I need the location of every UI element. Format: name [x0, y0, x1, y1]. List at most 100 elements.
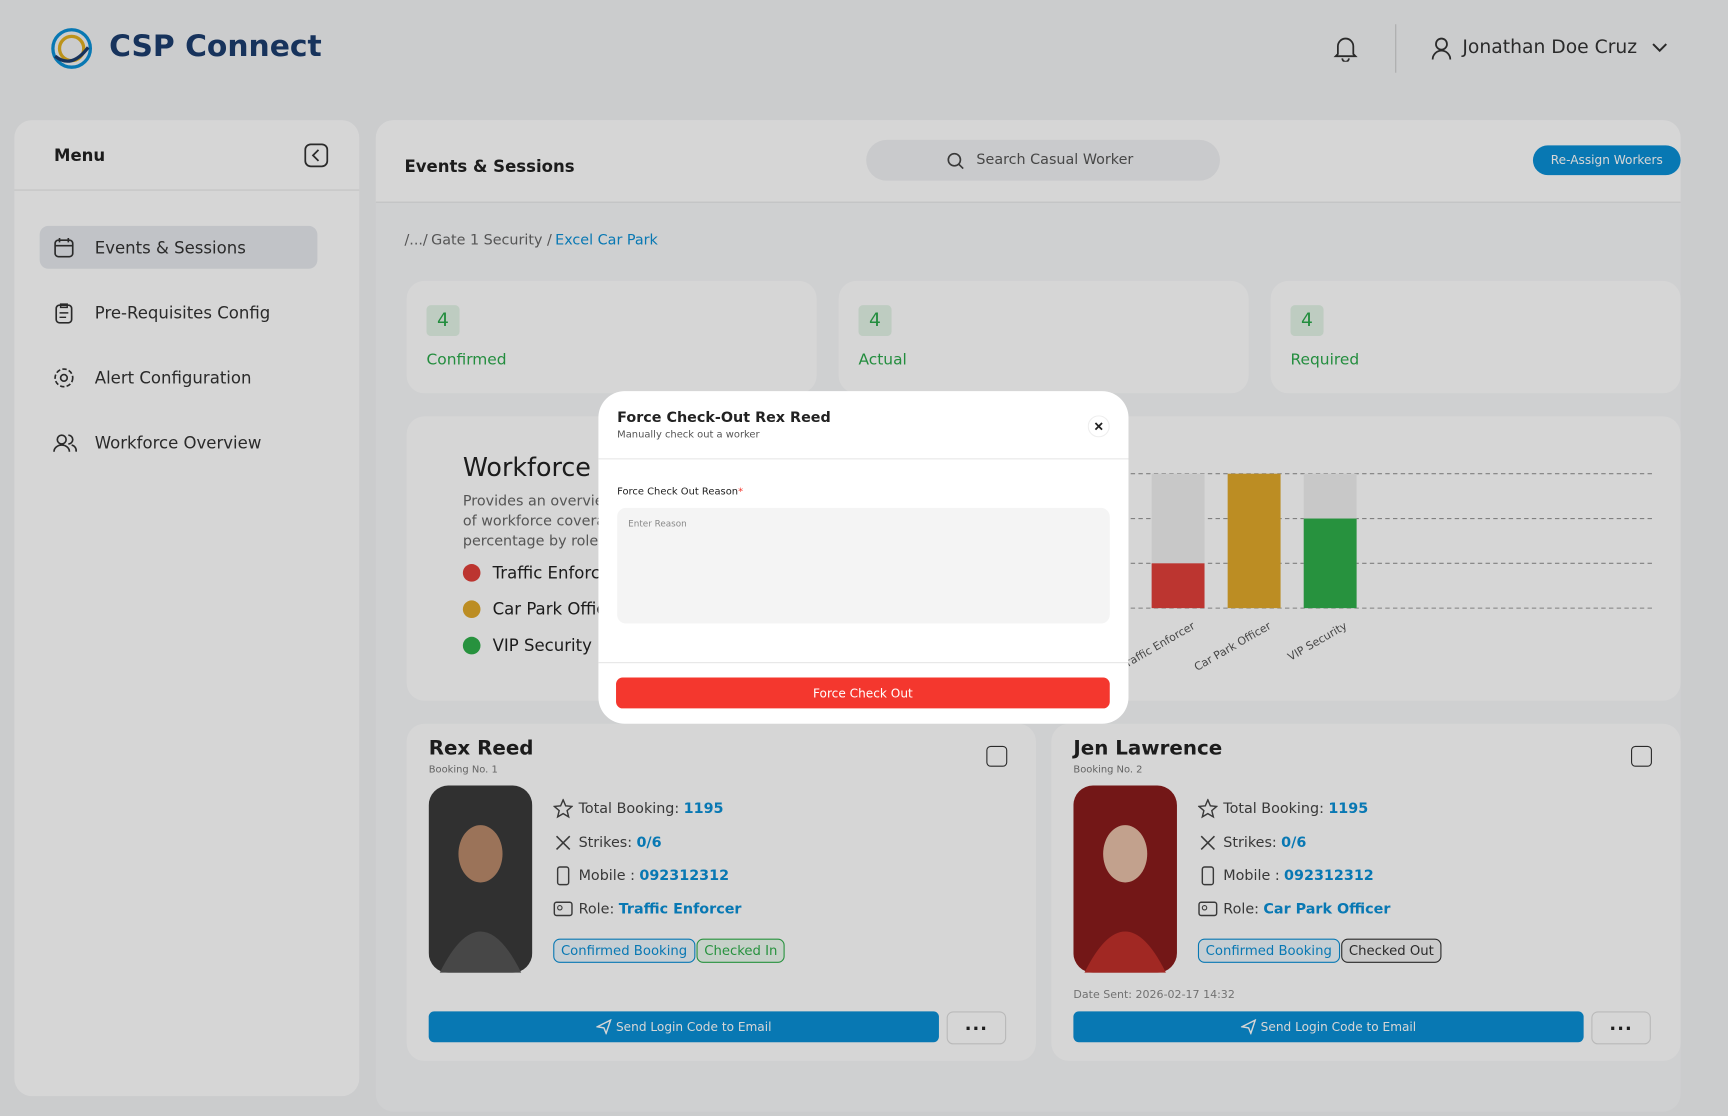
phone-icon [1201, 866, 1215, 886]
divider [598, 458, 1129, 460]
modal: Force Check-Out Rex Reed Manually check … [598, 391, 1129, 724]
strikes-row: Strikes: 0/6 [1198, 833, 1306, 853]
send-button-label: Send Login Code to Email [1260, 1019, 1417, 1034]
row-value: 092312312 [1284, 867, 1374, 885]
modal-title: Force Check-Out Rex Reed [617, 409, 831, 427]
panel-title: Events & Sessions [404, 156, 575, 177]
logo [51, 28, 93, 69]
menu-item-label: Pre-Requisites Config [94, 302, 271, 323]
phone-icon [556, 866, 570, 886]
x-icon [555, 835, 571, 850]
role-row: Role: Traffic Enforcer [553, 899, 741, 919]
total-booking-row: Total Booking: 1195 [553, 798, 724, 819]
stat-label: Confirmed [426, 351, 507, 370]
people-icon [53, 433, 77, 452]
star-icon [553, 798, 574, 819]
search-box[interactable]: Search Casual Worker [866, 139, 1220, 181]
bar [1303, 518, 1357, 609]
reassign-button[interactable]: Re-Assign Workers [1532, 145, 1681, 176]
total-booking-row: Total Booking: 1195 [1197, 798, 1369, 819]
legend-item: Car Park Officer [462, 599, 622, 619]
force-check-out-button[interactable]: Force Check Out [616, 677, 1110, 709]
worker-photo [1073, 785, 1177, 973]
row-label: Total Booking: [578, 800, 680, 817]
search-icon [947, 152, 964, 170]
send-login-code-button[interactable]: Send Login Code to Email [1073, 1011, 1584, 1043]
row-label: Total Booking: [1223, 800, 1324, 817]
notifications-button[interactable] [1333, 35, 1358, 62]
row-label: Mobile : [1223, 867, 1280, 885]
worker-name: Jen Lawrence [1073, 737, 1223, 761]
row-value: 1195 [683, 800, 724, 817]
brand: CSP Connect [109, 29, 322, 64]
reassign-button-label: Re-Assign Workers [1550, 153, 1663, 168]
user-menu-chevron[interactable] [1651, 41, 1669, 54]
send-login-code-button[interactable]: Send Login Code to Email [428, 1011, 939, 1043]
worker-name: Rex Reed [428, 737, 534, 761]
role-row: Role: Car Park Officer [1198, 899, 1390, 919]
mobile-row: Mobile :092312312 [553, 866, 729, 886]
required-mark: * [738, 486, 744, 498]
more-button[interactable]: ··· [1591, 1011, 1651, 1045]
divider [598, 662, 1129, 664]
row-value: 1195 [1328, 800, 1369, 817]
status-tag: Checked Out [1341, 938, 1442, 963]
breadcrumb-current: Excel Car Park [555, 232, 658, 249]
reason-input[interactable]: Enter Reason [617, 507, 1110, 624]
breadcrumb-item[interactable]: /.../ [404, 232, 428, 249]
worker-card: Jen Lawrence Booking No. 2 Total Booking… [1051, 723, 1681, 1061]
field-label: Force Check Out Reason* [617, 487, 743, 498]
breadcrumb: /.../ Gate 1 Security / Excel Car Park [404, 232, 657, 249]
bar [1227, 473, 1281, 609]
row-value: 092312312 [639, 867, 730, 885]
stat-value: 4 [1290, 305, 1324, 337]
close-button[interactable] [1087, 415, 1110, 438]
booking-tag: Confirmed Booking [1197, 938, 1340, 963]
breadcrumb-item[interactable]: Gate 1 Security / [431, 232, 552, 249]
force-check-out-label: Force Check Out [812, 685, 913, 701]
bar [1151, 563, 1205, 609]
legend-swatch [462, 636, 481, 655]
reason-placeholder: Enter Reason [628, 518, 687, 529]
user-name[interactable]: Jonathan Doe Cruz [1462, 36, 1638, 59]
mobile-row: Mobile :092312312 [1198, 866, 1374, 886]
field-label-text: Force Check Out Reason [617, 486, 739, 498]
row-label: Mobile : [578, 867, 635, 885]
booking-tag: Confirmed Booking [553, 938, 695, 963]
worker-card: Rex Reed Booking No. 1 Total Booking: 119… [406, 723, 1036, 1061]
legend-item: VIP Security [462, 635, 592, 656]
select-checkbox[interactable] [1631, 745, 1652, 767]
row-value: 0/6 [636, 834, 662, 852]
menu-item[interactable]: Alert Configuration [40, 356, 318, 399]
row-label: Strikes: [1223, 834, 1277, 852]
row-value: 0/6 [1281, 834, 1307, 852]
status-tag: Checked In [696, 938, 786, 963]
menu-item[interactable]: Pre-Requisites Config [40, 291, 318, 334]
stat-card: 4 Actual [838, 280, 1249, 394]
menu-item[interactable]: Events & Sessions [39, 225, 318, 269]
send-button-label: Send Login Code to Email [615, 1019, 772, 1034]
legend-label: VIP Security [492, 635, 592, 656]
select-checkbox[interactable] [986, 745, 1008, 767]
search-placeholder: Search Casual Worker [976, 152, 1134, 169]
strikes-row: Strikes: 0/6 [553, 833, 662, 853]
collapse-button[interactable] [304, 143, 329, 168]
menu-item[interactable]: Workforce Overview [40, 421, 318, 464]
id-icon [553, 901, 573, 917]
calendar-icon [54, 237, 74, 257]
stat-value: 4 [426, 305, 460, 337]
date-sent: Date Sent: 2026-02-17 14:32 [1073, 989, 1235, 1002]
row-label: Strikes: [578, 834, 633, 852]
stat-label: Actual [858, 351, 907, 370]
id-icon [1198, 901, 1218, 917]
row-label: Role: [1223, 900, 1259, 918]
row-value: Traffic Enforcer [618, 900, 742, 918]
more-button[interactable]: ··· [946, 1011, 1007, 1045]
send-icon [596, 1019, 612, 1035]
stat-card: 4 Required [1270, 280, 1681, 394]
menu-item-label: Workforce Overview [94, 432, 262, 453]
modal-subtitle: Manually check out a worker [617, 429, 760, 441]
